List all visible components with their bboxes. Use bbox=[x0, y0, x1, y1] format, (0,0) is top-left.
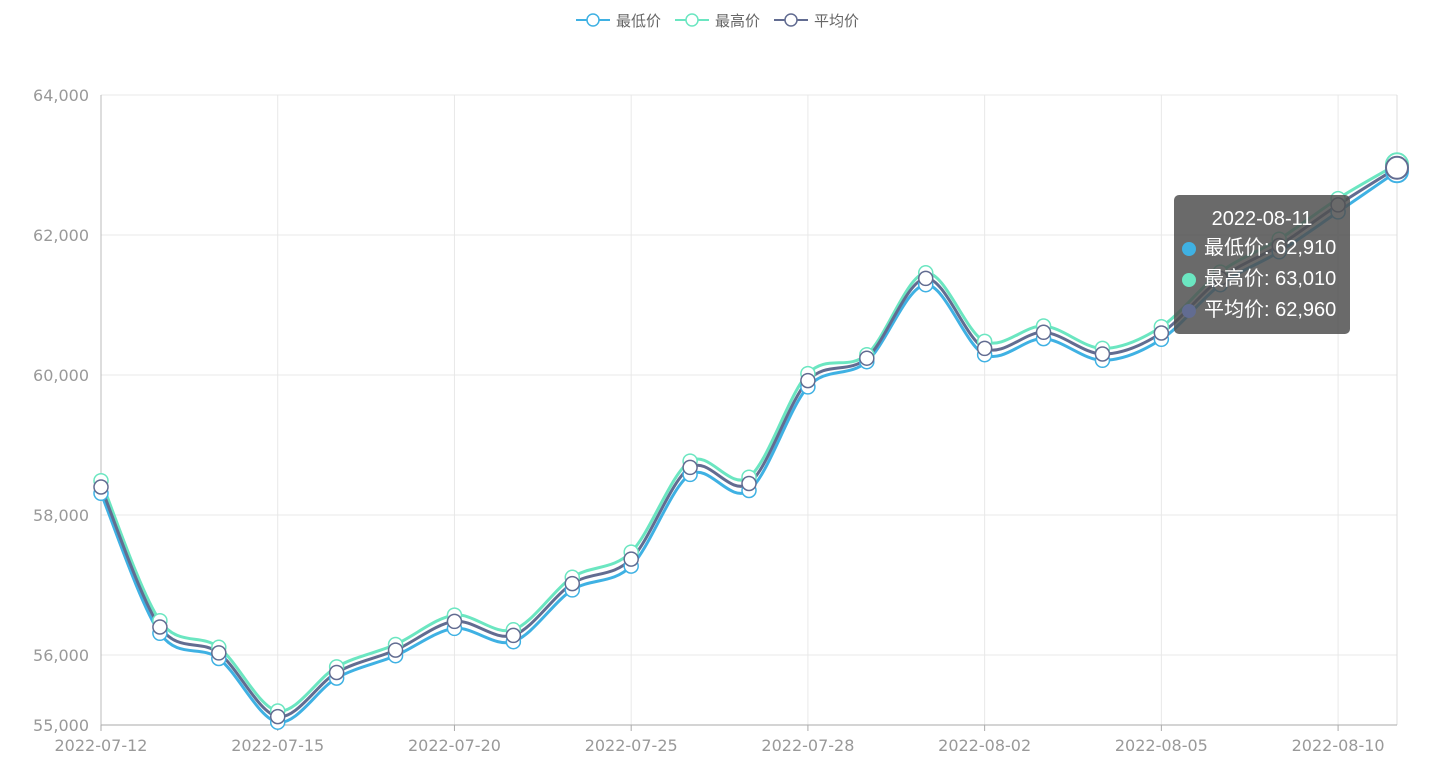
legend-label-avg: 平均价 bbox=[814, 11, 860, 30]
data-point-avg bbox=[917, 270, 934, 287]
data-point-avg bbox=[1153, 325, 1170, 341]
data-point-avg bbox=[505, 627, 522, 644]
data-point-avg bbox=[93, 479, 109, 495]
tooltip-dot-min-icon bbox=[1182, 241, 1196, 256]
axes: 55,000 56,000 58,000 60,000 62,000 64,000 2022… bbox=[33, 86, 1398, 755]
x-tick-label: 2022-07-15 bbox=[231, 736, 324, 755]
tooltip-title: 2022-08-11 bbox=[1211, 208, 1313, 230]
data-point-avg bbox=[328, 664, 345, 681]
tooltip-dot-avg-icon bbox=[1182, 303, 1196, 318]
legend-label-max: 最高价 bbox=[714, 11, 760, 30]
y-tick-label: 62,000 bbox=[33, 226, 89, 245]
data-point-avg bbox=[564, 575, 581, 592]
legend-swatch-avg-icon bbox=[774, 13, 808, 27]
y-tick-label: 56,000 bbox=[33, 646, 89, 665]
chart-legend: 最低价 最高价 平均价 bbox=[0, 8, 1435, 32]
data-point-avg bbox=[1385, 155, 1409, 180]
tooltip-text-avg: 平均价: 62,960 bbox=[1204, 299, 1337, 321]
legend-label-min: 最低价 bbox=[615, 11, 661, 30]
data-point-avg bbox=[741, 475, 757, 492]
x-tick-label: 2022-08-05 bbox=[1115, 736, 1208, 755]
data-point-avg bbox=[800, 372, 816, 389]
legend-item-min[interactable]: 最低价 bbox=[575, 10, 661, 31]
x-tick-label: 2022-08-02 bbox=[938, 736, 1031, 755]
legend-item-max[interactable]: 最高价 bbox=[674, 10, 760, 31]
data-point-avg bbox=[623, 551, 639, 567]
tooltip-dot-max-icon bbox=[1182, 272, 1196, 287]
data-point-avg bbox=[446, 613, 463, 630]
x-tick-label: 2022-07-20 bbox=[408, 736, 501, 755]
data-point-avg bbox=[682, 459, 698, 476]
tooltip-row-min: 最低价: 62,910 bbox=[1182, 233, 1342, 264]
legend-swatch-max-icon bbox=[674, 13, 709, 27]
data-point-avg bbox=[1035, 324, 1052, 341]
x-tick-label: 2022-07-25 bbox=[585, 736, 678, 755]
chart-tooltip: 2022-08-11 最低价: 62,910 最高价: 63,010 平均价: … bbox=[1174, 195, 1350, 334]
tooltip-text-max: 最高价: 63,010 bbox=[1204, 268, 1337, 290]
data-point-avg bbox=[152, 619, 168, 635]
data-point-avg bbox=[211, 645, 227, 661]
legend-item-avg[interactable]: 平均价 bbox=[774, 10, 859, 31]
y-tick-label: 64,000 bbox=[33, 86, 89, 105]
series-points bbox=[93, 152, 1409, 730]
y-tick-label: 58,000 bbox=[33, 506, 89, 525]
tooltip-row-avg: 平均价: 62,960 bbox=[1182, 295, 1342, 326]
data-point-avg bbox=[859, 350, 875, 366]
tooltip-text-min: 最低价: 62,910 bbox=[1204, 237, 1337, 259]
legend-swatch-min-icon bbox=[575, 13, 610, 27]
x-tick-label: 2022-08-10 bbox=[1292, 736, 1385, 755]
x-tick-label: 2022-07-12 bbox=[55, 736, 148, 755]
y-tick-label: 55,000 bbox=[33, 716, 89, 735]
data-point-avg bbox=[269, 708, 286, 725]
x-tick-label: 2022-07-28 bbox=[761, 736, 854, 755]
grid-lines bbox=[101, 94, 1397, 725]
data-point-avg bbox=[976, 340, 993, 357]
y-tick-label: 60,000 bbox=[33, 366, 89, 385]
data-point-avg bbox=[387, 642, 404, 658]
data-point-avg bbox=[1094, 346, 1111, 362]
tooltip-row-max: 最高价: 63,010 bbox=[1182, 264, 1342, 295]
